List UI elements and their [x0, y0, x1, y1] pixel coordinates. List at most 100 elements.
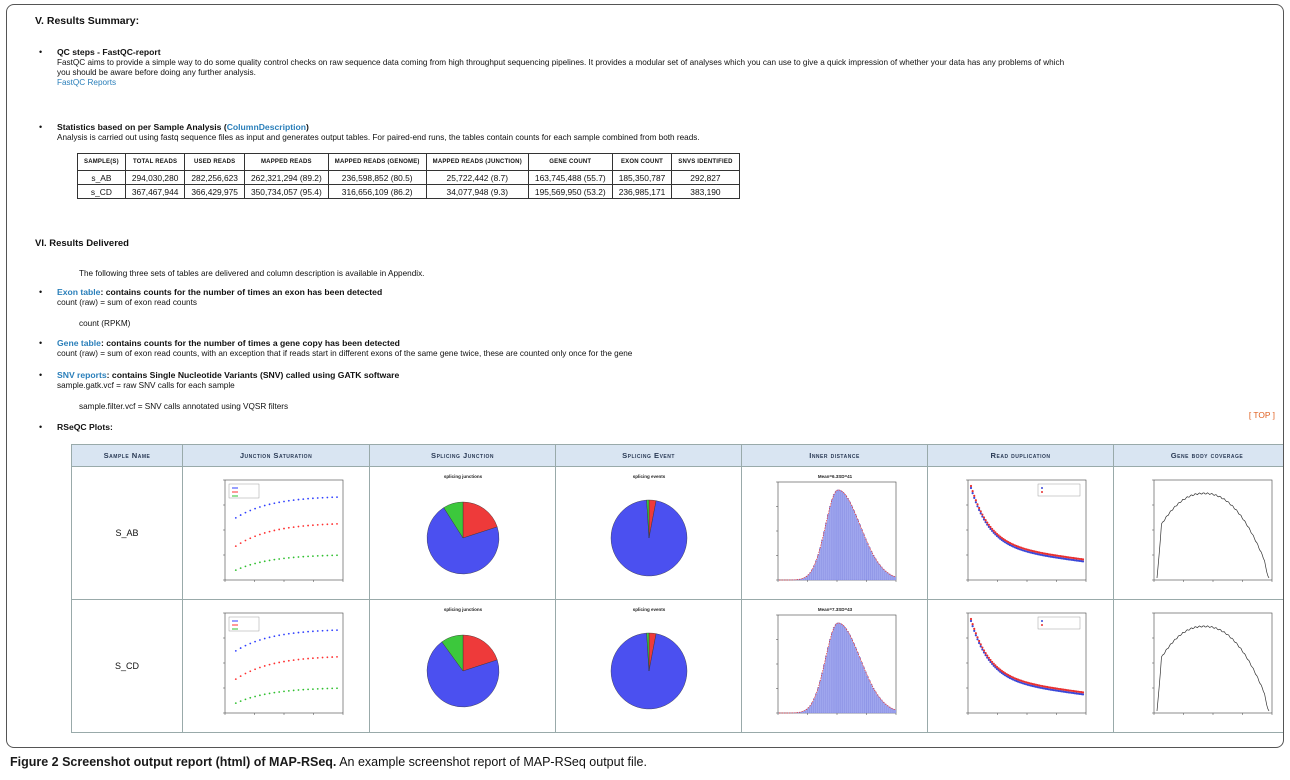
dup-point-map	[1081, 691, 1085, 694]
dup-point-map	[1060, 555, 1063, 558]
dup-point-seq	[991, 662, 994, 666]
density-curve	[778, 622, 896, 714]
histogram-bar	[825, 655, 828, 714]
dup-point-seq	[1057, 556, 1060, 560]
exon-count-raw: count (raw) = sum of exon read counts	[57, 298, 197, 307]
stats-col-header: Gene Count	[527, 153, 613, 171]
histogram-bar	[807, 707, 810, 714]
saturation-point	[302, 525, 305, 527]
saturation-point	[287, 556, 290, 559]
gene-table-link[interactable]: Gene table	[57, 338, 101, 348]
dup-point-map	[1059, 555, 1062, 558]
dup-point-map	[1057, 554, 1060, 558]
saturation-point	[331, 523, 334, 525]
dup-point-map	[973, 627, 976, 631]
histogram-bar	[884, 570, 887, 581]
saturation-point	[316, 523, 319, 526]
dup-point-map	[1055, 554, 1059, 557]
dup-point-map	[1062, 688, 1065, 691]
dup-point-map	[976, 503, 979, 506]
saturation-point	[326, 523, 329, 526]
dup-point-seq	[1077, 692, 1080, 695]
histogram-bar	[829, 639, 832, 714]
saturation-point	[259, 694, 261, 697]
histogram-bar	[858, 657, 861, 714]
dup-point-seq	[1046, 687, 1049, 691]
top-link[interactable]: [ TOP ]	[1248, 410, 1275, 420]
saturation-point	[244, 539, 247, 542]
dup-point-seq	[973, 629, 976, 633]
dup-point-seq	[1008, 543, 1012, 547]
histogram-bar	[874, 691, 877, 714]
saturation-point	[302, 498, 305, 500]
saturation-point	[326, 687, 329, 690]
dup-point-seq	[1060, 690, 1063, 693]
plot-title: Mean=6.3SD=41	[818, 474, 853, 479]
dup-point-seq	[1080, 560, 1083, 563]
dup-point-map	[1003, 672, 1007, 675]
exon-table-link[interactable]: Exon table	[57, 287, 101, 297]
dup-point-seq	[974, 501, 977, 504]
table-row: S_AB splicing junctions splicing events Mea…	[71, 466, 1283, 600]
dup-point-map	[978, 639, 981, 643]
dup-point-map	[1000, 669, 1003, 673]
dup-point-seq	[1047, 688, 1051, 691]
saturation-point	[268, 559, 271, 562]
dup-point-map	[999, 535, 1002, 538]
saturation-point	[326, 496, 329, 499]
saturation-point	[307, 630, 309, 633]
exon-count-rpkm: count (RPKM)	[79, 319, 131, 328]
table-cell: 367,467,944	[124, 184, 186, 199]
saturation-point	[316, 497, 319, 499]
bullet-dot: •	[39, 338, 43, 348]
dup-point-seq	[987, 525, 990, 528]
snv-reports-link[interactable]: SNV reports	[57, 370, 107, 380]
dup-point-seq	[978, 508, 981, 512]
histogram-bar	[830, 499, 834, 581]
splicing-junction-pie: splicing junctions	[426, 607, 500, 708]
dup-point-map	[1049, 686, 1052, 689]
dup-point-map	[1044, 552, 1047, 555]
dup-point-map	[971, 490, 974, 493]
dup-point-seq	[1052, 556, 1055, 559]
histogram-bar	[884, 703, 887, 714]
legend-swatch	[1041, 624, 1043, 626]
histogram-bar	[848, 634, 851, 714]
legend-box	[1037, 483, 1081, 497]
histogram-bar	[830, 632, 834, 714]
stats-col-header: Exon Count	[611, 153, 673, 171]
histogram-bar	[868, 547, 871, 581]
dup-point-map	[984, 652, 987, 655]
plot-cell	[182, 599, 370, 733]
dup-point-map	[1051, 686, 1054, 689]
dup-point-map	[1077, 557, 1080, 560]
dup-point-map	[1064, 688, 1067, 691]
caption-text: An example screenshot report of MAP-RSeq…	[336, 755, 647, 769]
histogram-bar	[876, 561, 879, 581]
histogram-bar	[823, 531, 826, 581]
saturation-point	[268, 692, 271, 695]
dup-point-map	[987, 656, 990, 659]
saturation-point	[287, 526, 290, 529]
histogram-bar	[858, 524, 861, 581]
dup-point-seq	[1003, 674, 1007, 677]
dup-point-seq	[979, 512, 982, 515]
dup-point-map	[995, 532, 999, 536]
dup-point-seq	[1051, 555, 1054, 558]
plot-cell: Mean=7.3SD=43	[741, 599, 928, 733]
histogram-bar	[807, 574, 810, 581]
histogram-bar	[838, 623, 842, 714]
saturation-point	[234, 702, 237, 704]
dup-point-seq	[1064, 557, 1067, 560]
fastqc-reports-link[interactable]: FastQC Reports	[57, 78, 117, 87]
histogram-bar	[854, 514, 857, 581]
dup-point-map	[1005, 540, 1008, 543]
column-description-link[interactable]: ColumnDescription	[226, 122, 306, 132]
histogram-bar	[866, 675, 869, 714]
sample-name-cell: S_AB	[71, 466, 183, 600]
results-delivered-heading: VI. Results Delivered	[35, 238, 129, 249]
table-cell: 163,745,488 (55.7)	[527, 170, 613, 185]
dup-point-map	[992, 529, 995, 532]
histogram-bar	[819, 547, 822, 581]
saturation-point	[312, 497, 314, 500]
